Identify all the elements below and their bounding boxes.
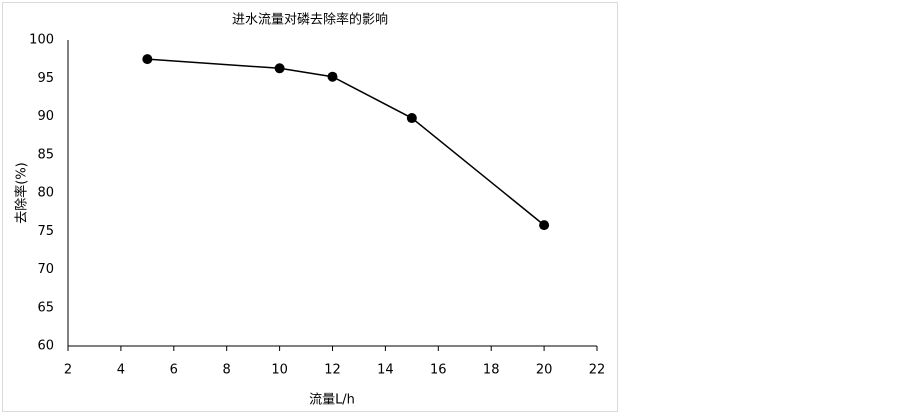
y-tick-label: 95 [37,71,54,86]
data-point [539,220,550,231]
data-point [406,113,417,124]
y-axis-label: 去除率(%) [14,162,30,224]
x-axis-label: 流量L/h [309,393,355,408]
chart-title: 进水流量对磷去除率的影响 [232,12,388,28]
chart-border [2,2,618,412]
y-tick-label: 60 [37,339,54,354]
data-point [142,54,153,65]
y-tick-label: 80 [37,186,54,201]
x-tick-label: 14 [377,363,394,378]
x-tick-label: 4 [117,363,125,378]
x-tick-label: 16 [430,363,447,378]
x-tick-label: 2 [64,363,72,378]
data-point [274,63,285,74]
y-tick-label: 85 [37,147,54,162]
y-tick-label: 90 [37,109,54,124]
x-tick-label: 10 [271,363,288,378]
data-point [327,71,338,82]
x-tick-label: 6 [170,363,178,378]
x-tick-label: 20 [536,363,553,378]
x-tick-label: 12 [324,363,341,378]
x-tick-label: 18 [483,363,500,378]
y-tick-label: 65 [37,300,54,315]
y-tick-label: 100 [29,33,54,48]
y-tick-label: 75 [37,224,54,239]
x-tick-label: 8 [223,363,231,378]
x-tick-label: 22 [589,363,606,378]
y-tick-label: 70 [37,262,54,277]
